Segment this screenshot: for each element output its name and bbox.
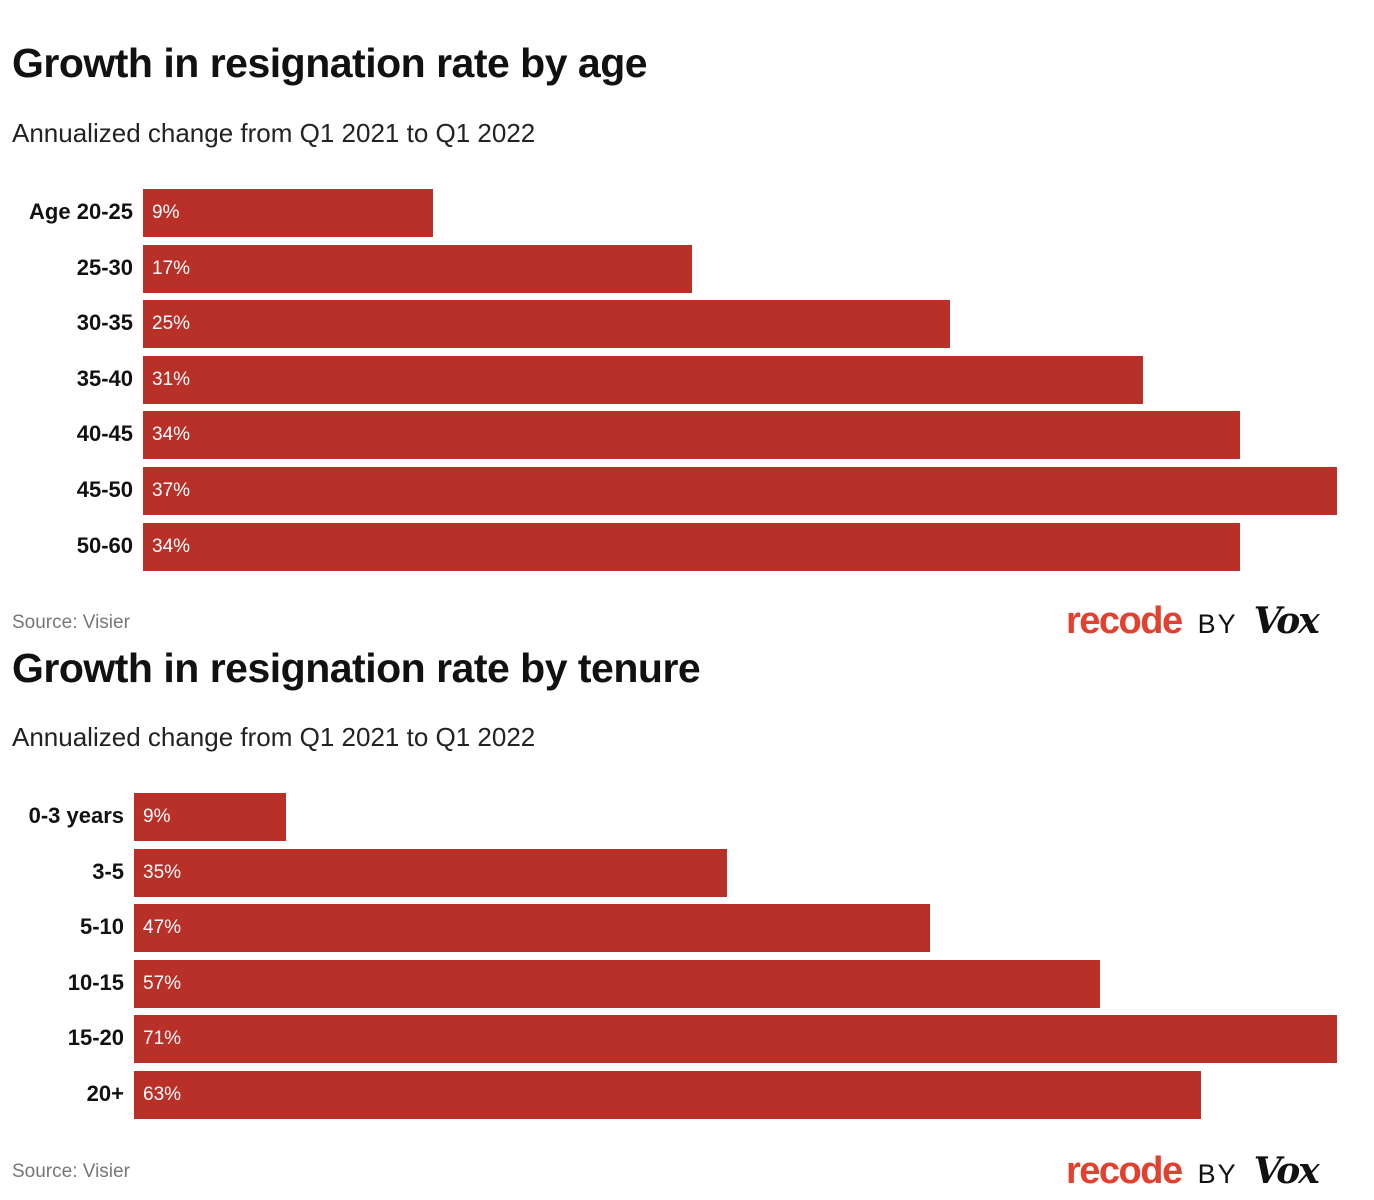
recode-logo: recode <box>1066 600 1183 642</box>
data-label: 71% <box>143 1028 182 1050</box>
category-label: 10-15 <box>67 969 124 995</box>
data-label: 57% <box>143 972 182 994</box>
data-label: 9% <box>152 202 180 223</box>
data-label: 37% <box>152 480 191 501</box>
bar <box>143 244 692 293</box>
category-label: 40-45 <box>76 421 133 447</box>
vox-logo: Vox <box>1253 600 1320 642</box>
category-label: Age 20-25 <box>29 199 133 224</box>
bar <box>143 355 1144 404</box>
recode-logo: recode <box>1066 1150 1183 1192</box>
category-label: 0-3 years <box>28 803 124 828</box>
vox-logo: Vox <box>1253 1150 1320 1192</box>
chart-subtitle-age: Annualized change from Q1 2021 to Q1 202… <box>12 118 536 148</box>
chart-subtitle-tenure: Annualized change from Q1 2021 to Q1 202… <box>12 722 536 752</box>
data-label: 25% <box>152 313 191 335</box>
source-age: Source: Visier <box>12 612 130 633</box>
category-label: 20+ <box>86 1081 124 1106</box>
logo-by: BY <box>1197 1159 1238 1189</box>
bar <box>143 467 1337 515</box>
bar <box>143 411 1241 460</box>
bar <box>134 959 1100 1008</box>
category-label: 25-30 <box>76 254 133 280</box>
recode-by-vox-logo: recode BY Vox <box>1066 1150 1320 1193</box>
category-label: 5-10 <box>79 914 124 940</box>
bar <box>143 300 950 349</box>
category-label: 3-5 <box>92 858 124 884</box>
bar <box>134 1071 1202 1119</box>
bar <box>134 904 931 953</box>
data-label: 34% <box>152 535 191 557</box>
source-tenure: Source: Visier <box>12 1161 130 1182</box>
category-label: 35-40 <box>76 365 133 391</box>
category-label: 45-50 <box>76 477 133 502</box>
data-label: 9% <box>143 806 171 827</box>
chart-title-tenure: Growth in resignation rate by tenure <box>12 645 701 691</box>
data-label: 17% <box>152 257 191 279</box>
bar <box>134 848 728 897</box>
chart-title-age: Growth in resignation rate by age <box>12 40 648 86</box>
data-label: 34% <box>152 424 191 446</box>
bar <box>143 522 1241 571</box>
data-label: 35% <box>143 861 182 883</box>
bar <box>134 1015 1337 1064</box>
data-label: 47% <box>143 917 182 939</box>
bar <box>143 189 434 237</box>
recode-by-vox-logo: recode BY Vox <box>1066 600 1320 643</box>
category-label: 30-35 <box>76 310 133 336</box>
data-label: 31% <box>152 368 191 390</box>
category-label: 15-20 <box>67 1025 124 1051</box>
category-label: 50-60 <box>76 532 133 558</box>
logo-by: BY <box>1197 609 1238 639</box>
bar <box>134 793 287 841</box>
data-label: 63% <box>143 1084 182 1105</box>
